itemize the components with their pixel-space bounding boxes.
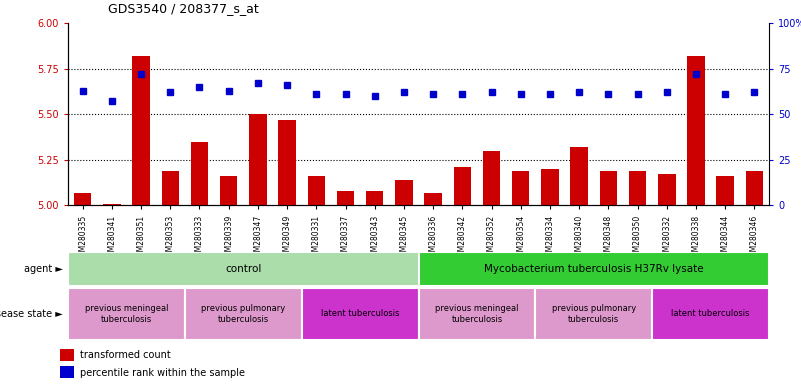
Text: previous meningeal
tuberculosis: previous meningeal tuberculosis <box>85 304 168 324</box>
Text: previous pulmonary
tuberculosis: previous pulmonary tuberculosis <box>552 304 636 324</box>
Bar <box>453 167 471 205</box>
Bar <box>191 142 208 205</box>
Text: latent tuberculosis: latent tuberculosis <box>671 310 750 318</box>
Bar <box>68 288 185 340</box>
Bar <box>162 171 179 205</box>
Bar <box>570 147 588 205</box>
Bar <box>535 288 652 340</box>
Bar <box>249 114 267 205</box>
Bar <box>512 171 529 205</box>
Bar <box>716 176 734 205</box>
Text: Mycobacterium tuberculosis H37Rv lysate: Mycobacterium tuberculosis H37Rv lysate <box>484 264 703 274</box>
Bar <box>658 174 675 205</box>
Bar <box>220 176 237 205</box>
Bar <box>336 191 354 205</box>
Text: previous meningeal
tuberculosis: previous meningeal tuberculosis <box>435 304 519 324</box>
Bar <box>418 252 769 286</box>
Text: previous pulmonary
tuberculosis: previous pulmonary tuberculosis <box>201 304 285 324</box>
Bar <box>279 120 296 205</box>
Bar <box>103 204 121 205</box>
Bar <box>629 171 646 205</box>
Text: control: control <box>225 264 261 274</box>
Bar <box>366 191 384 205</box>
Text: percentile rank within the sample: percentile rank within the sample <box>80 367 245 377</box>
Text: disease state ►: disease state ► <box>0 309 62 319</box>
Bar <box>746 171 763 205</box>
Text: transformed count: transformed count <box>80 350 171 360</box>
Bar <box>60 349 74 361</box>
Text: GDS3540 / 208377_s_at: GDS3540 / 208377_s_at <box>108 2 259 15</box>
Bar <box>652 288 769 340</box>
Bar <box>60 366 74 379</box>
Bar <box>308 176 325 205</box>
Bar <box>68 252 418 286</box>
Bar <box>418 288 535 340</box>
Bar <box>132 56 150 205</box>
Bar <box>425 193 442 205</box>
Text: agent ►: agent ► <box>24 264 62 274</box>
Bar <box>185 288 302 340</box>
Bar <box>483 151 501 205</box>
Bar <box>687 56 705 205</box>
Bar <box>302 288 418 340</box>
Bar <box>600 171 617 205</box>
Bar <box>395 180 413 205</box>
Text: latent tuberculosis: latent tuberculosis <box>321 310 400 318</box>
Bar <box>541 169 558 205</box>
Bar <box>74 193 91 205</box>
